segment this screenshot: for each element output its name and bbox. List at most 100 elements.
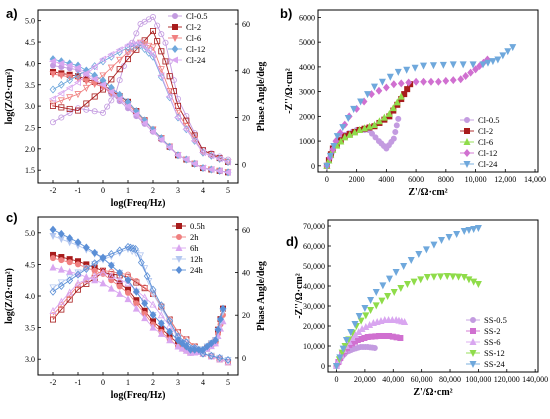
nyquist-point [415,250,423,259]
phase-point [149,285,157,294]
nyquist-point [509,44,517,52]
nyquist-point [379,282,387,290]
phase-point [124,49,132,57]
x-tick-label: 1 [126,378,130,387]
y2-tick-label: 0 [242,160,246,169]
x-tick-label: 1 [126,186,130,195]
nyquist-point [371,344,378,351]
phase-point [140,43,148,51]
nyquist-point [437,273,445,281]
legend-entry: Cl-0.5 [168,11,208,21]
phase-point [174,113,182,122]
phase-point [143,272,151,281]
phase-point [132,245,139,254]
phase-point [137,258,145,267]
phase-point [82,275,90,283]
phase-point [149,28,156,35]
nyquist-point [459,61,467,69]
phase-point [174,95,181,102]
phase-point [149,290,157,298]
nyquist-point [397,284,405,293]
legend-entry: SS-0.5 [466,315,507,325]
modulus-point [91,276,99,284]
x-tick-label: 2 [151,378,155,387]
y-tick-label: 0 [321,362,325,371]
phase-point [215,155,223,163]
phase-point [75,107,82,114]
nyquist-point [410,278,418,286]
modulus-point [98,81,106,89]
x-tick-label: 3 [176,186,180,195]
phase-point [83,106,90,113]
legend-entry: 2h [172,232,199,242]
phase-point [157,311,165,319]
nyquist-point [484,59,492,67]
y2-axis-label: Phase Angle/deg [256,62,267,132]
modulus-point [66,267,74,275]
nyquist-point [375,86,383,95]
nyquist-point [445,233,453,242]
x-tick-label: 14,000 [524,175,546,184]
y2-tick-label: 40 [242,269,250,278]
phase-point [144,47,152,55]
phase-point [166,73,173,80]
phase-point [49,85,57,94]
nyquist-point [412,77,420,86]
x-tick-label: 2 [151,186,155,195]
modulus-line [52,73,229,173]
y-axis-label: log(Z/Ω·cm²) [4,69,15,125]
x-tick-label: 80,000 [439,375,461,384]
modulus-point [166,327,174,336]
nyquist-point [397,79,405,88]
chart-panel-3: -2 -1 0 1 2 3 4 5 3.0 3.5 4.0 4.5 5.0 0 20 40 60 log(Freq… [4,210,267,401]
modulus-point [149,310,157,319]
phase-point [104,103,111,110]
x-tick-label: 10,000 [465,175,487,184]
phase-point [91,93,98,100]
phase-point [125,56,132,63]
x-tick-label: 0 [101,378,105,387]
modulus-point [48,57,56,65]
phase-point [74,270,82,279]
phase-point [83,100,90,107]
x-tick-label: 20,000 [354,375,376,384]
modulus-point [125,289,132,296]
plot-frame [327,219,539,373]
legend-marker [469,337,477,346]
phase-point [73,78,81,86]
phase-point [149,300,157,308]
legend-entry: Cl-6 [460,137,493,147]
x-tick-label: 100,000 [465,375,491,384]
nyquist-point [386,73,394,81]
nyquist-point [392,129,399,136]
phase-point [91,259,99,268]
legend-entry: Cl-2 [168,22,201,32]
legend-label: Cl-0.5 [186,11,208,21]
nyquist-point [337,137,345,145]
phase-point [124,242,132,251]
phase-point [49,100,57,108]
phase-point [57,89,65,97]
nyquist-point [336,128,344,137]
y-tick-label: 2.5 [25,123,35,132]
phase-point [49,287,57,296]
nyquist-point [397,334,404,341]
phase-point [58,306,65,313]
x-tick-label: 4 [201,378,205,387]
phase-point [66,274,74,282]
legend-entry: Cl-12 [168,44,205,54]
nyquist-point [366,122,374,130]
phase-point [57,297,65,305]
phase-point [182,339,190,347]
modulus-point [217,315,224,324]
phase-point [66,76,74,85]
y-axis-label: -Z''/Ω·cm² [284,68,295,113]
y-tick-label: 3.0 [25,355,35,364]
nyquist-point [370,120,378,129]
legend-marker [469,327,476,334]
phase-point [50,312,57,319]
nyquist-point [472,65,479,74]
legend-label: SS-24 [484,359,506,369]
nyquist-point [375,117,383,125]
